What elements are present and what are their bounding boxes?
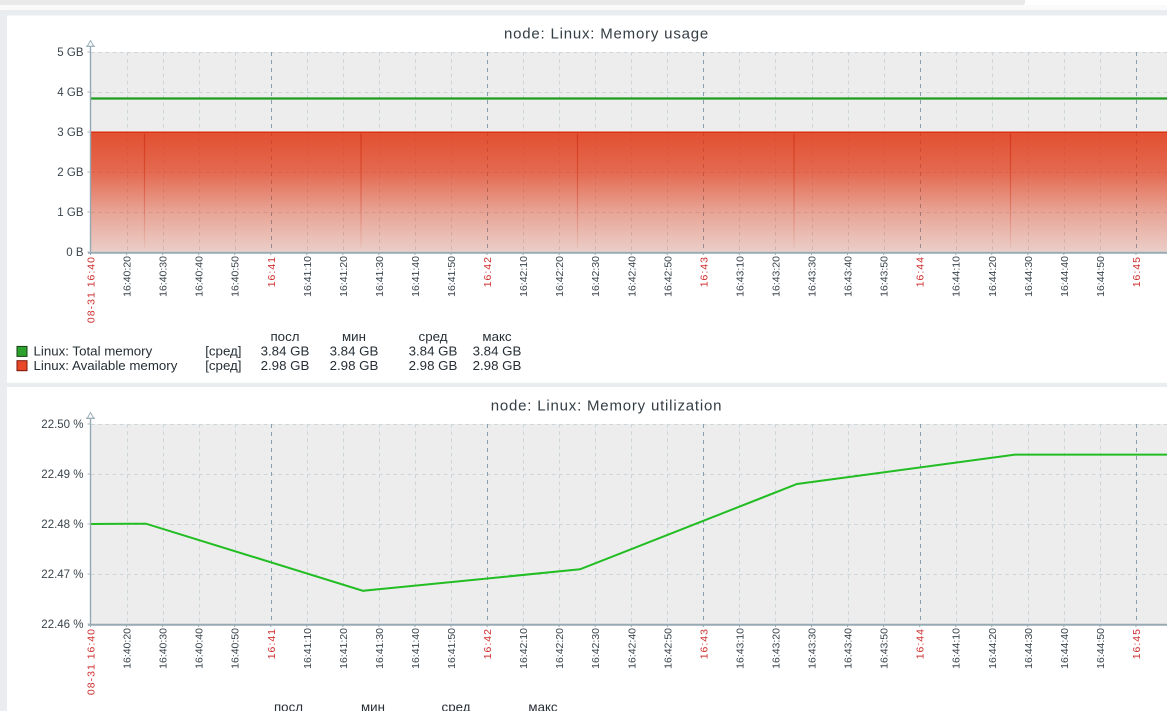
svg-text:16:40:20: 16:40:20 [122,256,134,297]
svg-text:16:43:50: 16:43:50 [879,256,891,297]
svg-text:16:44:20: 16:44:20 [987,628,999,669]
svg-text:16:43:20: 16:43:20 [770,256,782,297]
svg-text:16:40:20: 16:40:20 [122,628,134,669]
svg-text:посл: посл [274,700,303,711]
svg-text:Linux: Total memory: Linux: Total memory [34,344,153,359]
svg-text:node: Linux: Memory usage: node: Linux: Memory usage [504,26,709,43]
svg-text:макс: макс [528,700,558,711]
svg-text:16:44:30: 16:44:30 [1023,628,1035,669]
svg-text:16:44:30: 16:44:30 [1023,256,1035,297]
svg-text:16:43:10: 16:43:10 [734,628,746,669]
svg-text:22.47 %: 22.47 % [41,569,83,581]
svg-text:16:43: 16:43 [698,628,710,659]
svg-text:16:43:50: 16:43:50 [879,628,891,669]
svg-text:сред: сред [442,700,471,711]
svg-text:16:41:50: 16:41:50 [446,628,458,669]
svg-text:16:43:30: 16:43:30 [807,628,819,669]
svg-text:16:43:20: 16:43:20 [770,628,782,669]
svg-text:16:41:40: 16:41:40 [410,256,422,297]
svg-text:16:41:50: 16:41:50 [446,256,458,297]
svg-text:16:41: 16:41 [266,628,278,659]
svg-text:22.46 %: 22.46 % [41,619,83,631]
svg-text:16:40:40: 16:40:40 [194,628,206,669]
svg-text:16:42:10: 16:42:10 [518,256,530,297]
svg-text:посл: посл [270,329,299,344]
svg-text:3.84 GB: 3.84 GB [409,344,458,359]
svg-text:16:43:30: 16:43:30 [807,256,819,297]
svg-text:16:42: 16:42 [482,256,494,287]
svg-text:0 B: 0 B [66,247,84,259]
svg-text:16:44: 16:44 [915,628,927,659]
svg-text:16:43: 16:43 [698,256,710,287]
svg-text:16:44:10: 16:44:10 [951,256,963,297]
svg-text:16:44:50: 16:44:50 [1095,256,1107,297]
svg-text:16:41:10: 16:41:10 [302,628,314,669]
svg-text:08-31 16:40: 08-31 16:40 [86,628,98,695]
svg-text:22.50 %: 22.50 % [41,419,83,431]
svg-text:сред: сред [419,329,448,344]
svg-text:макс: макс [482,329,512,344]
svg-text:16:42:50: 16:42:50 [662,628,674,669]
svg-text:16:44:50: 16:44:50 [1095,628,1107,669]
svg-text:2 GB: 2 GB [57,167,84,179]
svg-text:16:45: 16:45 [1131,628,1143,659]
svg-text:22.49 %: 22.49 % [41,469,83,481]
svg-text:3 GB: 3 GB [57,127,84,139]
svg-text:16:41:20: 16:41:20 [338,628,350,669]
svg-text:16:44:20: 16:44:20 [987,256,999,297]
svg-text:16:42:30: 16:42:30 [590,628,602,669]
svg-text:16:44:40: 16:44:40 [1059,256,1071,297]
svg-text:16:43:10: 16:43:10 [734,256,746,297]
svg-text:16:42: 16:42 [482,628,494,659]
svg-text:16:42:40: 16:42:40 [626,256,638,297]
svg-text:3.84 GB: 3.84 GB [473,344,522,359]
svg-text:[сред]: [сред] [205,358,241,373]
svg-text:5 GB: 5 GB [57,47,84,59]
svg-text:16:44: 16:44 [915,256,927,287]
svg-text:16:40:30: 16:40:30 [158,256,170,297]
svg-text:3.84 GB: 3.84 GB [330,344,379,359]
svg-text:2.98 GB: 2.98 GB [473,358,522,373]
svg-text:16:45: 16:45 [1131,256,1143,287]
svg-text:16:42:20: 16:42:20 [554,628,566,669]
svg-text:16:41:30: 16:41:30 [374,256,386,297]
svg-text:мин: мин [342,329,366,344]
svg-text:16:42:20: 16:42:20 [554,256,566,297]
svg-text:16:44:40: 16:44:40 [1059,628,1071,669]
svg-text:16:40:50: 16:40:50 [230,256,242,297]
svg-text:08-31 16:40: 08-31 16:40 [86,256,98,323]
svg-text:16:40:50: 16:40:50 [230,628,242,669]
svg-text:16:40:40: 16:40:40 [194,256,206,297]
svg-text:16:42:10: 16:42:10 [518,628,530,669]
svg-text:16:41:40: 16:41:40 [410,628,422,669]
svg-text:16:43:40: 16:43:40 [843,628,855,669]
svg-text:node: Linux: Memory utilizatio: node: Linux: Memory utilization [491,398,723,415]
svg-text:16:43:40: 16:43:40 [843,256,855,297]
svg-text:22.48 %: 22.48 % [41,519,83,531]
svg-text:16:41:20: 16:41:20 [338,256,350,297]
svg-text:4 GB: 4 GB [57,87,84,99]
svg-text:[сред]: [сред] [205,344,241,359]
svg-text:16:44:10: 16:44:10 [951,628,963,669]
svg-text:16:41:30: 16:41:30 [374,628,386,669]
svg-text:16:40:30: 16:40:30 [158,628,170,669]
svg-text:Linux: Available memory: Linux: Available memory [34,358,178,373]
svg-text:16:42:30: 16:42:30 [590,256,602,297]
svg-text:2.98 GB: 2.98 GB [261,358,310,373]
svg-text:16:42:40: 16:42:40 [626,628,638,669]
svg-text:мин: мин [361,700,385,711]
svg-text:16:41: 16:41 [266,256,278,287]
svg-text:16:41:10: 16:41:10 [302,256,314,297]
svg-text:2.98 GB: 2.98 GB [330,358,379,373]
svg-text:16:42:50: 16:42:50 [662,256,674,297]
svg-text:1 GB: 1 GB [57,207,84,219]
svg-text:2.98 GB: 2.98 GB [409,358,458,373]
svg-text:3.84 GB: 3.84 GB [261,344,310,359]
